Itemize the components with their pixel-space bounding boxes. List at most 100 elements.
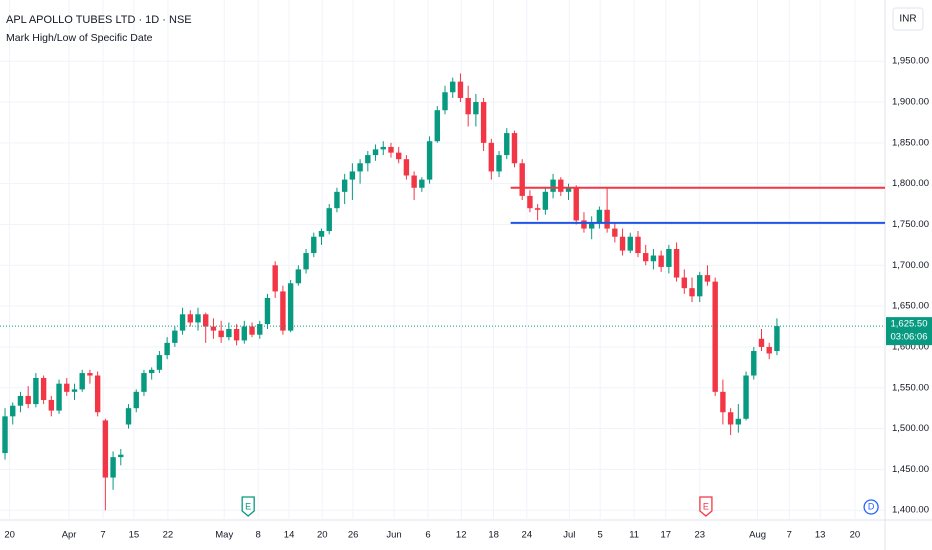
candle-body [558,179,564,192]
candle-body [450,81,456,93]
x-tick-label: 15 [129,530,140,541]
candle-body [426,141,433,180]
candle-body [550,179,556,192]
candle-body [758,338,765,347]
candle-body [272,265,278,292]
candle-body [195,314,201,323]
currency-button[interactable] [892,7,924,31]
candle-body [380,146,386,150]
candle-body [94,375,101,413]
event-label: D [868,501,875,511]
y-tick-label: 1,850.00 [892,137,929,148]
x-tick-label: 5 [598,530,603,541]
x-tick-label: 17 [660,530,671,541]
x-tick-label: 8 [256,530,261,541]
candle-body [280,291,286,331]
candle-body [326,208,332,232]
event-marker [699,496,713,517]
candle-body [118,454,124,458]
candle-body [25,395,31,405]
candle-body [218,330,224,338]
candle-body [349,171,356,180]
candle-body [318,231,325,237]
y-tick-label: 1,800.00 [892,178,929,189]
candle-body [727,412,734,425]
x-tick-label: 20 [317,530,328,541]
candle-body [187,314,193,323]
candle-body [511,133,518,164]
plot-area [2,73,885,511]
candle-body [241,326,248,341]
candle-body [264,297,271,325]
candle-body [79,373,85,390]
candle-body [357,163,363,172]
candle-body [527,195,533,209]
candle-body [419,179,425,188]
candle-body [179,314,186,331]
candle-body [751,351,757,376]
x-tick-label: 14 [284,530,295,541]
candle-body [627,236,633,251]
candle-body [334,191,340,209]
candle-body [766,346,772,354]
x-tick-label: Jun [386,530,401,541]
candle-body [465,97,471,115]
candle-body [712,281,718,392]
candle-body [10,405,16,417]
candle-body [210,326,217,331]
x-tick-label: Aug [749,530,766,541]
x-tick-label: 18 [488,530,499,541]
candle-body [434,110,440,142]
candle-body [156,355,163,370]
candle-body [681,277,688,289]
x-tick-label: 23 [694,530,705,541]
candle-body [504,133,510,156]
candle-body [442,92,448,111]
y-tick-label: 1,400.00 [892,505,929,516]
candle-body [341,179,348,192]
y-tick-label: 1,600.00 [892,341,929,352]
candle-body [102,420,109,478]
y-tick-label: 1,950.00 [892,56,929,67]
candle-body [480,102,487,143]
candle-body [519,163,525,196]
candle-body [133,391,139,409]
candle-body [473,102,479,115]
x-tick-label: 24 [522,530,533,541]
candle-body [488,142,495,172]
candle-body [48,400,55,411]
x-tick-label: 12 [456,530,467,541]
candle-body [496,155,502,172]
candle-body [635,236,641,254]
candle-body [534,208,541,210]
candle-body [56,383,62,411]
x-tick-label: Jul [563,530,575,541]
candle-body [110,457,116,478]
candle-body [403,159,410,176]
candle-body [87,373,93,376]
candle-body [17,395,24,406]
countdown: 03:06:06 [891,332,928,343]
y-tick-label: 1,900.00 [892,97,929,108]
candle-body [689,288,695,297]
y-tick-label: 1,700.00 [892,260,929,271]
candle-body [565,187,572,192]
last-price-label: 1,625.50 [891,319,928,330]
x-tick-label: 20 [4,530,15,541]
event-label: E [703,501,709,511]
candle-body [388,146,394,153]
candle-body [596,209,603,223]
candle-body [673,248,680,278]
candle-body [172,330,178,343]
candle-body [303,253,309,270]
candle-body [658,255,664,267]
candle-body [40,377,47,400]
candle-body [71,389,78,392]
candle-body [411,175,417,188]
candle-body [33,377,39,405]
chart-subtitle: Mark High/Low of Specific Date [6,32,153,44]
x-tick-label: 6 [425,530,430,541]
currency[interactable]: INR [899,14,916,25]
